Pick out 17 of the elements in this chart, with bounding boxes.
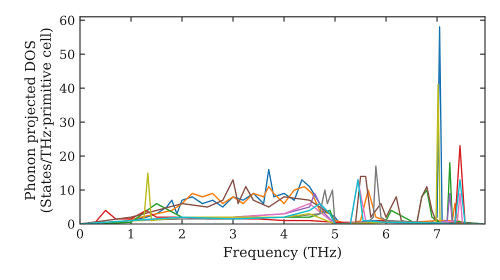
x-tick-label: 4 (280, 229, 288, 238)
x-tick-label: 3 (230, 229, 236, 239)
x-tick-label: 6 (382, 229, 390, 239)
y-tick-label: 30 (60, 118, 74, 128)
y-tick-label: 50 (60, 50, 74, 60)
y-tick-label: 0 (68, 219, 74, 229)
y-tick-label: 40 (60, 84, 74, 94)
x-tick-label: 7 (434, 229, 440, 238)
x-tick-label: 1 (128, 229, 134, 238)
y-tick-label: 60 (60, 16, 74, 26)
x-axis-title: Frequency (THz) (224, 246, 341, 260)
x-tick-label: 5 (332, 229, 338, 239)
y-axis-title: Phonon projected DOS (States/THz·primitive cell) (24, 28, 54, 212)
x-tick-label: 0 (76, 229, 84, 239)
x-tick-label: 2 (178, 229, 185, 238)
y-tick-label: 10 (60, 186, 74, 195)
y-tick-label: 20 (60, 152, 74, 161)
